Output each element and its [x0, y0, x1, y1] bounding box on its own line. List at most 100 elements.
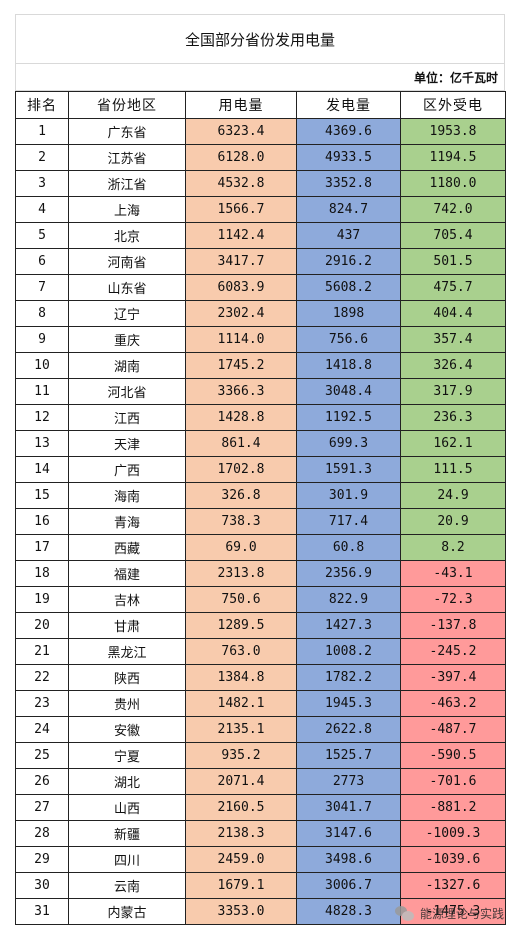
cell-province: 山东省 [68, 274, 186, 301]
cell-generation: 2916.2 [296, 248, 401, 275]
cell-consumption: 2071.4 [185, 768, 297, 795]
table-row: 30 云南 1679.1 3006.7 -1327.6 [15, 872, 506, 899]
cell-external-supply: -43.1 [400, 560, 506, 587]
cell-province: 四川 [68, 846, 186, 873]
cell-province: 甘肃 [68, 612, 186, 639]
cell-province: 河北省 [68, 378, 186, 405]
cell-rank: 11 [15, 378, 69, 405]
cell-external-supply: -1475.3 [400, 898, 506, 925]
cell-external-supply: -245.2 [400, 638, 506, 665]
cell-generation: 5608.2 [296, 274, 401, 301]
cell-consumption: 750.6 [185, 586, 297, 613]
cell-province: 广西 [68, 456, 186, 483]
cell-consumption: 1679.1 [185, 872, 297, 899]
cell-external-supply: 317.9 [400, 378, 506, 405]
cell-external-supply: 24.9 [400, 482, 506, 509]
cell-consumption: 6323.4 [185, 118, 297, 145]
cell-generation: 2356.9 [296, 560, 401, 587]
table-row: 26 湖北 2071.4 2773 -701.6 [15, 768, 506, 795]
cell-province: 安徽 [68, 716, 186, 743]
cell-external-supply: -487.7 [400, 716, 506, 743]
cell-consumption: 2302.4 [185, 300, 297, 327]
cell-generation: 824.7 [296, 196, 401, 223]
cell-province: 云南 [68, 872, 186, 899]
watermark: 能源理论与实践 [394, 904, 504, 922]
cell-consumption: 6128.0 [185, 144, 297, 171]
cell-rank: 28 [15, 820, 69, 847]
cell-external-supply: -463.2 [400, 690, 506, 717]
cell-province: 陕西 [68, 664, 186, 691]
header-province: 省份地区 [68, 91, 186, 119]
cell-generation: 2622.8 [296, 716, 401, 743]
cell-external-supply: 705.4 [400, 222, 506, 249]
spreadsheet: 全国部分省份发用电量 单位：亿千瓦时 排名 省份地区 用电量 发电量 区外受电 … [15, 14, 506, 925]
table-row: 24 安徽 2135.1 2622.8 -487.7 [15, 716, 506, 743]
cell-consumption: 69.0 [185, 534, 297, 561]
cell-province: 山西 [68, 794, 186, 821]
cell-rank: 9 [15, 326, 69, 353]
cell-generation: 1418.8 [296, 352, 401, 379]
cell-province: 青海 [68, 508, 186, 535]
cell-rank: 8 [15, 300, 69, 327]
cell-external-supply: 111.5 [400, 456, 506, 483]
cell-rank: 23 [15, 690, 69, 717]
cell-consumption: 2160.5 [185, 794, 297, 821]
cell-consumption: 763.0 [185, 638, 297, 665]
cell-province: 北京 [68, 222, 186, 249]
cell-generation: 1782.2 [296, 664, 401, 691]
cell-rank: 18 [15, 560, 69, 587]
cell-rank: 6 [15, 248, 69, 275]
cell-generation: 3352.8 [296, 170, 401, 197]
cell-rank: 12 [15, 404, 69, 431]
cell-consumption: 1142.4 [185, 222, 297, 249]
cell-generation: 717.4 [296, 508, 401, 535]
table-row: 16 青海 738.3 717.4 20.9 [15, 508, 506, 535]
cell-generation: 3147.6 [296, 820, 401, 847]
cell-consumption: 2135.1 [185, 716, 297, 743]
cell-generation: 699.3 [296, 430, 401, 457]
table-row: 28 新疆 2138.3 3147.6 -1009.3 [15, 820, 506, 847]
cell-generation: 301.9 [296, 482, 401, 509]
cell-generation: 1591.3 [296, 456, 401, 483]
cell-generation: 1192.5 [296, 404, 401, 431]
header-row: 排名 省份地区 用电量 发电量 区外受电 [15, 91, 506, 119]
cell-rank: 10 [15, 352, 69, 379]
header-consumption: 用电量 [185, 91, 297, 119]
cell-consumption: 1428.8 [185, 404, 297, 431]
cell-external-supply: 236.3 [400, 404, 506, 431]
table-row: 5 北京 1142.4 437 705.4 [15, 222, 506, 249]
table-row: 31 内蒙古 3353.0 4828.3 -1475.3 [15, 898, 506, 925]
table-row: 9 重庆 1114.0 756.6 357.4 [15, 326, 506, 353]
cell-consumption: 1566.7 [185, 196, 297, 223]
cell-external-supply: 1180.0 [400, 170, 506, 197]
cell-external-supply: 501.5 [400, 248, 506, 275]
cell-external-supply: 162.1 [400, 430, 506, 457]
cell-rank: 19 [15, 586, 69, 613]
table-row: 2 江苏省 6128.0 4933.5 1194.5 [15, 144, 506, 171]
cell-external-supply: 326.4 [400, 352, 506, 379]
cell-province: 黑龙江 [68, 638, 186, 665]
cell-province: 浙江省 [68, 170, 186, 197]
cell-province: 新疆 [68, 820, 186, 847]
cell-province: 江苏省 [68, 144, 186, 171]
table-row: 10 湖南 1745.2 1418.8 326.4 [15, 352, 506, 379]
table-row: 11 河北省 3366.3 3048.4 317.9 [15, 378, 506, 405]
cell-province: 海南 [68, 482, 186, 509]
cell-external-supply: -137.8 [400, 612, 506, 639]
cell-province: 江西 [68, 404, 186, 431]
cell-consumption: 6083.9 [185, 274, 297, 301]
cell-consumption: 1114.0 [185, 326, 297, 353]
cell-generation: 1427.3 [296, 612, 401, 639]
header-rank: 排名 [15, 91, 69, 119]
cell-rank: 5 [15, 222, 69, 249]
cell-generation: 4369.6 [296, 118, 401, 145]
cell-external-supply: 1953.8 [400, 118, 506, 145]
cell-generation: 3498.6 [296, 846, 401, 873]
cell-rank: 29 [15, 846, 69, 873]
cell-province: 内蒙古 [68, 898, 186, 925]
cell-external-supply: -1327.6 [400, 872, 506, 899]
cell-consumption: 1384.8 [185, 664, 297, 691]
table-row: 1 广东省 6323.4 4369.6 1953.8 [15, 118, 506, 145]
table-row: 12 江西 1428.8 1192.5 236.3 [15, 404, 506, 431]
cell-province: 上海 [68, 196, 186, 223]
